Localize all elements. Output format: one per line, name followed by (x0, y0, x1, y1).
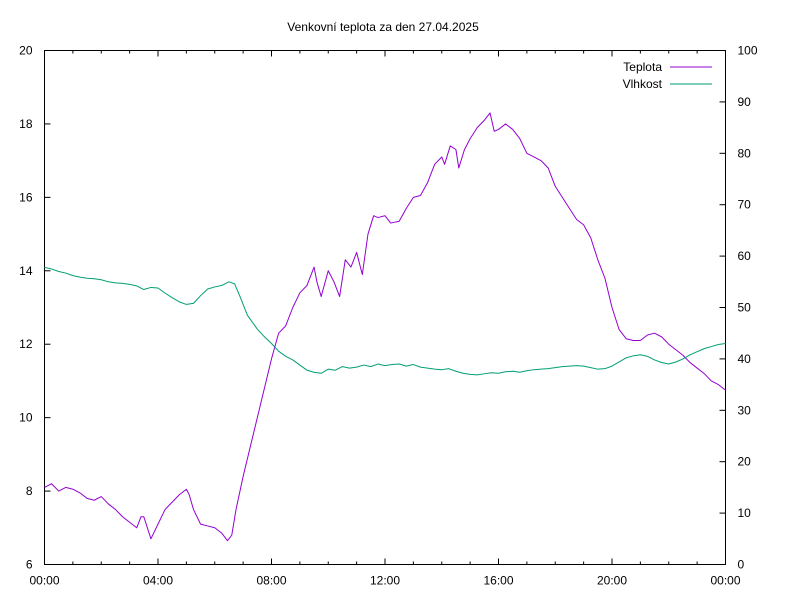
y-right-tick-label: 60 (738, 249, 752, 263)
y-right-tick-label: 30 (738, 403, 752, 417)
y-left-tick-label: 14 (19, 264, 33, 278)
y-left-tick-label: 18 (19, 117, 33, 131)
x-tick-label: 00:00 (710, 574, 740, 588)
y-right-tick-label: 20 (738, 455, 752, 469)
y-right-tick-label: 80 (738, 146, 752, 160)
x-tick-label: 20:00 (597, 574, 627, 588)
y-left-tick-label: 20 (19, 44, 33, 58)
series-line-teplota (44, 112, 726, 542)
x-tick-label: 16:00 (483, 574, 513, 588)
legend: Teplota Vlhkost (623, 60, 712, 91)
y-left-tick-label: 16 (19, 190, 33, 204)
legend-label: Teplota (623, 60, 662, 74)
y-right-tick-label: 50 (738, 301, 752, 315)
y-left-tick-label: 10 (19, 411, 33, 425)
legend-label: Vlhkost (623, 77, 663, 91)
x-tick-label: 04:00 (143, 574, 173, 588)
axis-ticks: 00:00 04:00 08:00 12:00 16:00 20:00 00:00 6 8 10 1… (19, 44, 758, 588)
y-right-tick-label: 70 (738, 198, 752, 212)
y-left-tick-label: 8 (26, 484, 33, 498)
y-right-tick-label: 0 (738, 558, 745, 572)
x-tick-label: 00:00 (29, 574, 59, 588)
series-line-vlhkost (44, 266, 726, 376)
y-right-tick-label: 90 (738, 95, 752, 109)
x-tick-label: 08:00 (256, 574, 286, 588)
x-tick-label: 12:00 (370, 574, 400, 588)
series-lines (44, 112, 726, 542)
y-left-tick-label: 6 (26, 558, 33, 572)
y-right-tick-label: 100 (738, 44, 758, 58)
y-right-tick-label: 40 (738, 352, 752, 366)
y-left-tick-label: 12 (19, 337, 33, 351)
chart-title: Venkovní teplota za den 27.04.2025 (287, 20, 479, 34)
plot-frame (44, 50, 726, 565)
y-right-tick-label: 10 (738, 506, 752, 520)
